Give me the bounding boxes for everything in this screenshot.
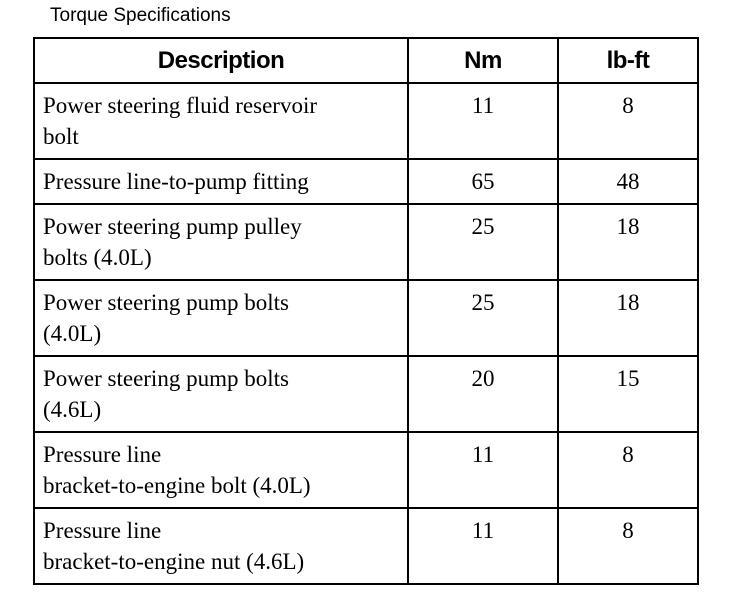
- description-line: bolt: [43, 124, 79, 149]
- nm-cell: 11: [407, 431, 559, 509]
- nm-cell: 11: [407, 507, 559, 585]
- description-line: Pressure line: [43, 442, 162, 467]
- nm-cell: 65: [407, 158, 559, 205]
- description-line: (4.6L): [43, 397, 102, 422]
- description-line: bolts (4.0L): [43, 245, 152, 270]
- description-line: Power steering fluid reservoir: [43, 93, 318, 118]
- nm-cell: 25: [407, 203, 559, 281]
- table-row: Pressure line-to-pump fitting 65 48: [33, 158, 699, 205]
- header-cell: Nm: [407, 37, 559, 84]
- description-line: (4.0L): [43, 321, 102, 346]
- description-cell: Pressure line-to-pump fitting: [33, 158, 409, 205]
- table-row: Pressure line bracket-to-engine bolt (4.0…: [33, 431, 699, 509]
- description-line: Power steering pump bolts: [43, 290, 289, 315]
- description-line: Pressure line: [43, 518, 162, 543]
- nm-cell: 25: [407, 279, 559, 357]
- lbft-cell: 15: [557, 355, 699, 433]
- header-row: Description Nm lb-ft: [33, 37, 699, 84]
- table-row: Pressure line bracket-to-engine nut (4.6L…: [33, 507, 699, 585]
- lbft-cell: 18: [557, 279, 699, 357]
- description-line: bracket-to-engine nut (4.6L): [43, 549, 305, 574]
- description-cell: Power steering pump pulley bolts (4.0L): [33, 203, 409, 281]
- table-row: Power steering pump bolts (4.0L) 25 18: [33, 279, 699, 357]
- nm-cell: 11: [407, 82, 559, 160]
- table-row: Power steering pump pulley bolts (4.0L) 25…: [33, 203, 699, 281]
- description-cell: Power steering pump bolts (4.0L): [33, 279, 409, 357]
- header-cell: lb-ft: [557, 37, 699, 84]
- description-cell: Power steering pump bolts (4.6L): [33, 355, 409, 433]
- lbft-cell: 8: [557, 431, 699, 509]
- description-line: bracket-to-engine bolt (4.0L): [43, 473, 311, 498]
- torque-table: Description Nm lb-ft Power steering fluid …: [33, 37, 699, 585]
- nm-cell: 20: [407, 355, 559, 433]
- description-cell: Pressure line bracket-to-engine nut (4.6L…: [33, 507, 409, 585]
- description-cell: Pressure line bracket-to-engine bolt (4.0…: [33, 431, 409, 509]
- table-row: Power steering pump bolts (4.6L) 20 15: [33, 355, 699, 433]
- description-cell: Power steering fluid reservoir bolt: [33, 82, 409, 160]
- description-line: Power steering pump bolts: [43, 366, 289, 391]
- lbft-cell: 8: [557, 82, 699, 160]
- description-line: Pressure line-to-pump fitting: [43, 169, 309, 194]
- table-row: Power steering fluid reservoir bolt 11 8: [33, 82, 699, 160]
- description-line: Power steering pump pulley: [43, 214, 302, 239]
- header-cell: Description: [33, 37, 409, 84]
- lbft-cell: 18: [557, 203, 699, 281]
- lbft-cell: 8: [557, 507, 699, 585]
- lbft-cell: 48: [557, 158, 699, 205]
- table-body: Power steering fluid reservoir bolt 11 8 Pre…: [33, 82, 699, 585]
- title: Torque Specifications: [50, 5, 231, 26]
